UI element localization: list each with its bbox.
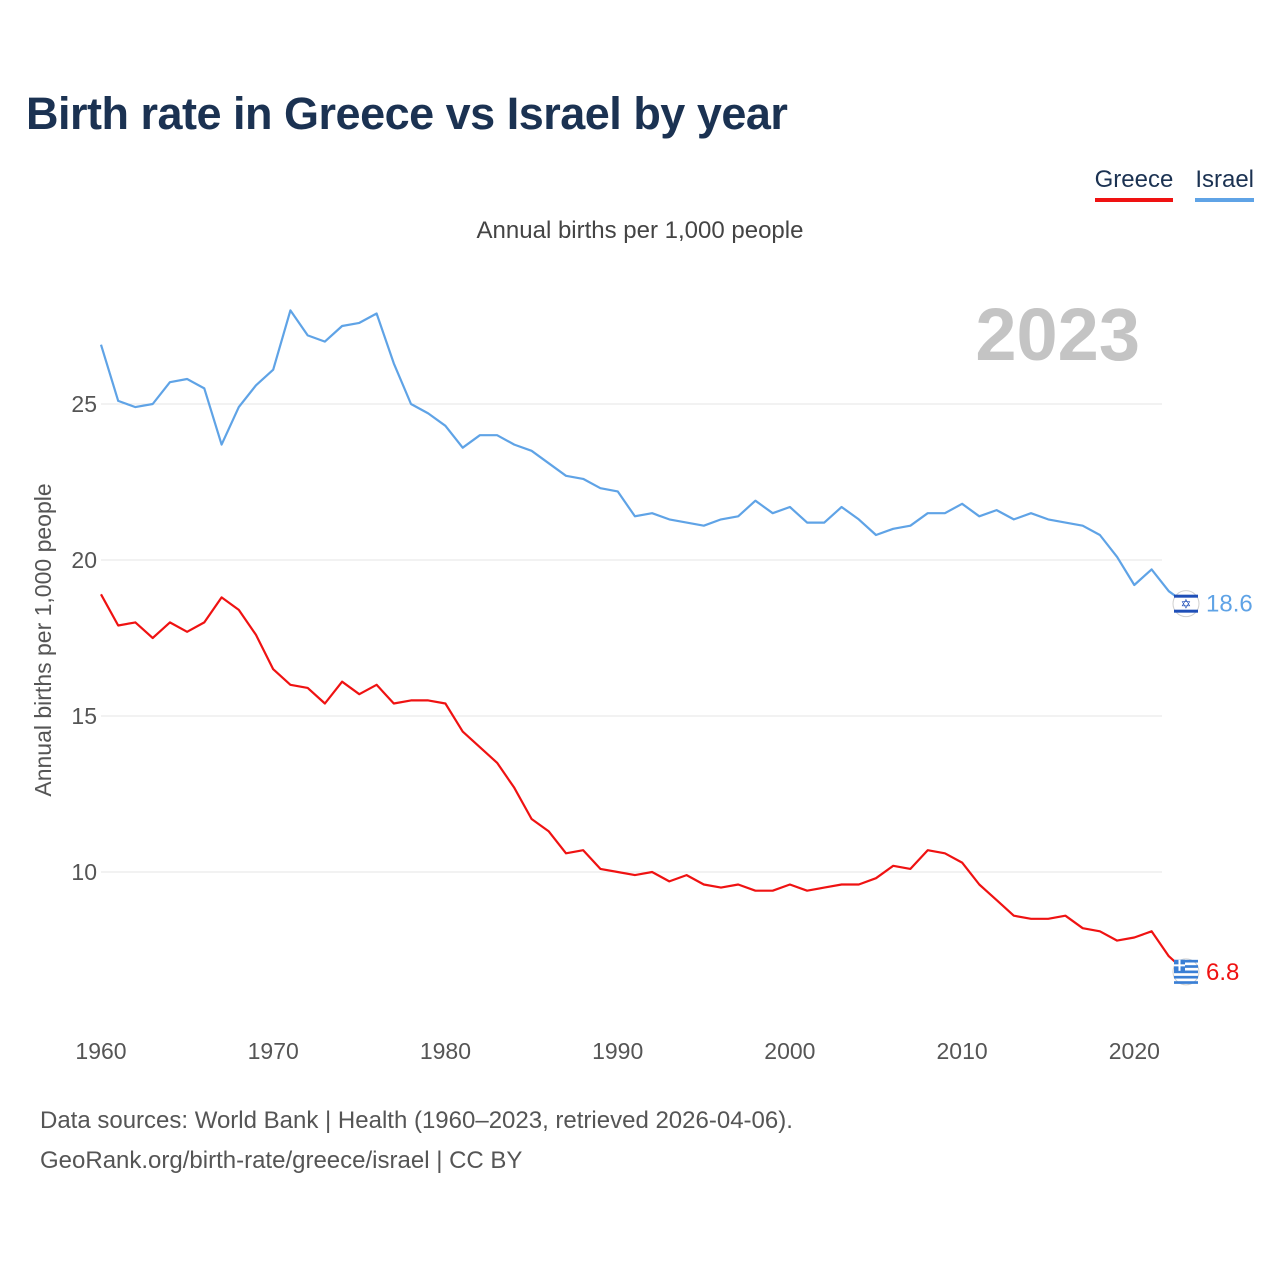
x-tick-label: 2010 [937,1038,988,1064]
year-watermark: 2023 [975,293,1140,376]
x-tick-label: 1990 [592,1038,643,1064]
series-lines [99,309,1187,973]
legend-item-israel[interactable]: Israel [1195,166,1254,202]
legend: Greece Israel [1094,166,1254,202]
series-line-israel[interactable] [99,309,1187,605]
y-axis-label: Annual births per 1,000 people [30,483,56,796]
data-sources-note: Data sources: World Bank | Health (1960–… [40,1107,793,1134]
chart-title: Birth rate in Greece vs Israel by year [26,88,788,139]
x-tick-label: 1980 [420,1038,471,1064]
legend-item-greece[interactable]: Greece [1094,166,1174,202]
series-end-labels: 6.8 ✡ 18.6 [1172,590,1253,986]
y-axis-ticks: 10 15 20 25 [71,391,97,885]
svg-text:✡: ✡ [1181,598,1192,613]
chart-subtitle: Annual births per 1,000 people [476,217,804,244]
source-link[interactable]: GeoRank.org/birth-rate/greece/israel | C… [40,1147,523,1174]
end-value-label-israel: 18.6 [1206,591,1253,618]
x-tick-label: 1960 [75,1038,126,1064]
y-tick-label: 15 [71,703,97,729]
x-axis-ticks: 1960 1970 1980 1990 2000 2010 2020 [75,1038,1160,1064]
y-tick-label: 10 [71,859,97,885]
series-line-greece[interactable] [100,593,1187,973]
x-tick-label: 1970 [248,1038,299,1064]
y-tick-label: 20 [71,547,97,573]
gridlines [101,403,1162,873]
y-tick-label: 25 [71,391,97,417]
flag-icon-greece [1172,958,1200,986]
x-tick-label: 2020 [1109,1038,1160,1064]
x-tick-label: 2000 [764,1038,815,1064]
flag-icon-israel: ✡ [1172,590,1200,618]
end-value-label-greece: 6.8 [1206,959,1239,986]
